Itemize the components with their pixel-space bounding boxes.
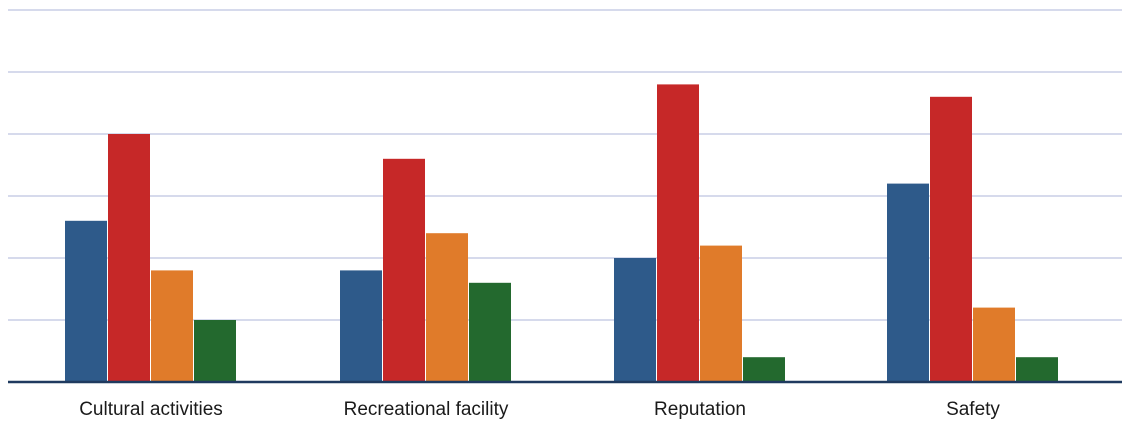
category-label: Cultural activities [79, 399, 223, 420]
bar-1-series-2 [108, 134, 150, 382]
bar-4-series-2 [930, 96, 972, 383]
bar-2-series-1 [340, 270, 382, 382]
bar-2-series-2 [383, 158, 425, 382]
category-label: Reputation [654, 399, 746, 420]
bar-3-series-1 [614, 258, 656, 382]
bar-2-series-3 [426, 233, 468, 382]
bar-4-series-1 [887, 183, 929, 382]
bar-1-series-4 [194, 320, 236, 382]
category-label: Recreational facility [344, 399, 509, 420]
category-label: Safety [946, 399, 1000, 420]
bars [65, 84, 1058, 383]
bar-4-series-4 [1016, 357, 1058, 382]
bar-3-series-4 [743, 357, 785, 382]
category-labels: Cultural activities Recreational facility… [79, 399, 1000, 420]
bar-4-series-3 [973, 307, 1015, 382]
bar-2-series-4 [469, 282, 511, 382]
bar-1-series-1 [65, 220, 107, 382]
bar-1-series-3 [151, 270, 193, 382]
bar-3-series-2 [657, 84, 699, 383]
bar-3-series-3 [700, 245, 742, 382]
